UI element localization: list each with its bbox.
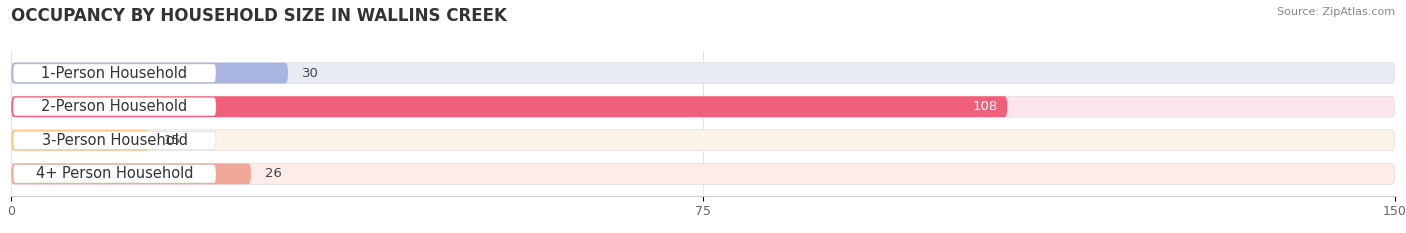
FancyBboxPatch shape (11, 164, 252, 184)
FancyBboxPatch shape (11, 130, 1395, 151)
Text: 4+ Person Household: 4+ Person Household (35, 166, 193, 181)
FancyBboxPatch shape (11, 96, 1395, 117)
Text: OCCUPANCY BY HOUSEHOLD SIZE IN WALLINS CREEK: OCCUPANCY BY HOUSEHOLD SIZE IN WALLINS C… (11, 7, 508, 25)
Text: 15: 15 (163, 134, 180, 147)
Text: 108: 108 (973, 100, 998, 113)
FancyBboxPatch shape (11, 164, 1395, 184)
FancyBboxPatch shape (13, 98, 217, 116)
Text: 26: 26 (264, 167, 281, 180)
FancyBboxPatch shape (11, 63, 1395, 83)
FancyBboxPatch shape (11, 96, 1007, 117)
FancyBboxPatch shape (11, 63, 288, 83)
FancyBboxPatch shape (13, 131, 217, 149)
Text: Source: ZipAtlas.com: Source: ZipAtlas.com (1277, 7, 1395, 17)
Text: 1-Person Household: 1-Person Household (42, 66, 187, 81)
Text: 30: 30 (302, 67, 319, 80)
Text: 2-Person Household: 2-Person Household (41, 99, 187, 114)
FancyBboxPatch shape (13, 64, 217, 82)
FancyBboxPatch shape (13, 165, 217, 183)
FancyBboxPatch shape (11, 130, 149, 151)
Text: 3-Person Household: 3-Person Household (42, 133, 187, 148)
